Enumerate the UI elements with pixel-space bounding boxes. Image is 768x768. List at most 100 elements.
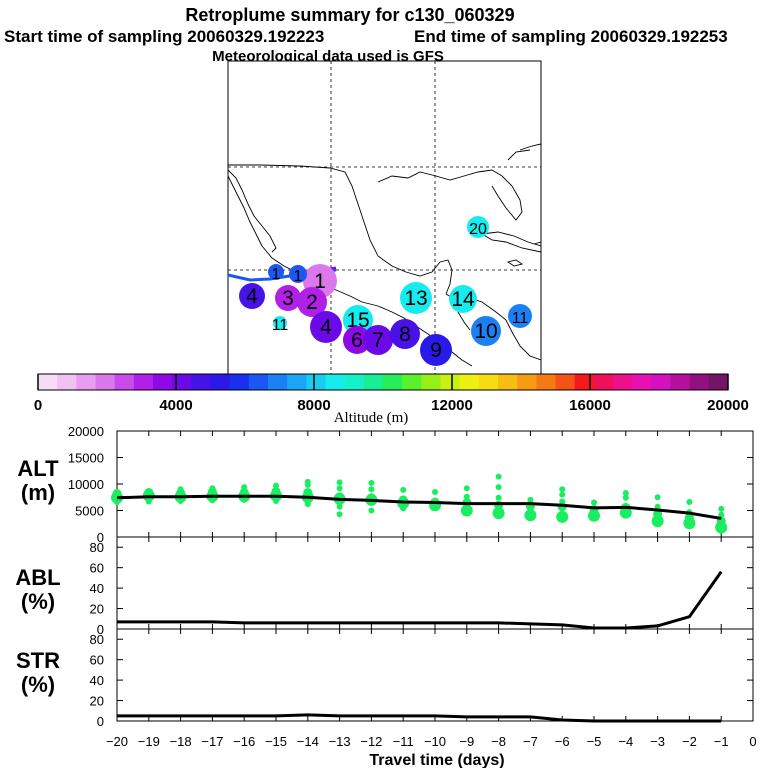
y-tick-label: 40: [90, 673, 104, 688]
panel-frame: [116, 536, 754, 630]
altitude-point: [304, 501, 311, 508]
altitude-point: [494, 500, 504, 510]
colorbar-cell: [613, 374, 633, 390]
colorbar-cell: [76, 374, 96, 390]
colorbar-cell: [689, 374, 710, 390]
colorbar-cell: [325, 374, 346, 390]
colorbar-cell: [536, 374, 556, 390]
altitude-point: [336, 511, 343, 518]
x-tick-label: −5: [587, 734, 602, 749]
altitude-point: [492, 507, 505, 520]
map-trajectory-marker: 4: [310, 311, 342, 343]
y-tick-label: 40: [90, 581, 104, 596]
colorbar-cell: [670, 374, 691, 390]
colorbar-cell: [459, 374, 480, 390]
altitude-point: [303, 487, 313, 497]
altitude-point: [145, 498, 152, 505]
altitude-point: [588, 509, 600, 522]
x-tick-label: −9: [459, 734, 474, 749]
marker-dot: [467, 216, 489, 238]
altitude-point: [273, 482, 279, 489]
colorbar-cell: [363, 374, 384, 390]
end-time-label: End time of sampling 20060329.192253: [414, 27, 728, 46]
x-tick-label: −14: [297, 734, 319, 749]
altitude-point: [114, 499, 120, 506]
abl-panel: 0 20 40 60 80: [90, 536, 754, 637]
altitude-point: [559, 486, 566, 493]
y-tick-label: 10000: [68, 477, 104, 492]
marker-dot: [390, 319, 420, 349]
altitude-point: [400, 486, 407, 493]
map-trajectory-marker: 14: [449, 285, 477, 313]
x-tick-label: −8: [491, 734, 506, 749]
map-trajectory-marker: 4: [239, 283, 265, 309]
y-tick-label: 0: [97, 714, 104, 729]
altitude-point: [715, 521, 728, 534]
colorbar-cell: [172, 374, 192, 390]
marker-dot: [508, 304, 532, 328]
marker-day-label: 13: [404, 287, 427, 310]
altitude-point: [432, 504, 438, 511]
altitude-point: [304, 478, 311, 485]
y-tick-label: 80: [90, 540, 104, 555]
marker-day-label: 3: [282, 287, 294, 310]
marker-day-label: 1: [272, 266, 281, 283]
marker-day-label: 4: [320, 316, 332, 339]
altitude-point: [718, 511, 725, 518]
abl-panel-label: ABL: [15, 565, 60, 590]
map-trajectory-marker: 11: [272, 316, 288, 334]
y-tick-label: 20: [90, 694, 104, 709]
marker-dot: [310, 311, 342, 343]
y-tick-label: 20000: [68, 424, 104, 439]
marker-day-label: 1: [314, 270, 326, 293]
marker-dot: [275, 285, 301, 311]
altitude-point: [622, 494, 629, 501]
altitude-point: [241, 484, 248, 491]
map-trajectory-marker: 20: [467, 216, 489, 238]
altitude-point: [654, 503, 661, 510]
marker-day-label: 11: [512, 310, 529, 327]
map-trajectory-marker: 1: [268, 264, 284, 283]
colorbar-cell: [632, 374, 652, 390]
altitude-point: [495, 473, 502, 480]
colorbar-cell: [344, 374, 365, 390]
abl-panel-unit: (%): [21, 589, 55, 614]
marker-dot: [400, 282, 432, 314]
colorbar-cell: [498, 374, 518, 390]
x-tick-label: −16: [233, 734, 255, 749]
marker-day-label: 10: [474, 320, 497, 343]
marker-day-label: 9: [430, 339, 442, 362]
altitude-point: [368, 486, 375, 493]
marker-dot: [289, 265, 307, 283]
map-trajectory-marker: 3: [275, 285, 301, 311]
x-tick-label: −1: [714, 734, 729, 749]
map-trajectory-marker: 11: [508, 304, 532, 328]
x-tick-label: −12: [360, 734, 382, 749]
alt-panel-label: ALT: [17, 456, 59, 481]
marker-day-label: 20: [469, 221, 487, 238]
altitude-point: [271, 486, 281, 496]
colorbar-tick-label: 4000: [159, 397, 192, 414]
altitude-point: [177, 497, 184, 504]
altitude-point: [273, 497, 279, 504]
colorbar-cell: [383, 374, 403, 390]
colorbar-cell: [421, 374, 441, 390]
alt-panel: 0 5000 10000 15000 20000: [68, 424, 754, 545]
colorbar-tick-label: 20000: [707, 397, 749, 414]
marker-dot: [343, 305, 373, 335]
colorbar-cell: [440, 374, 461, 390]
altitude-median-line: [116, 494, 722, 520]
altitude-point: [209, 497, 216, 504]
marker-dot: [420, 334, 452, 366]
marker-day-label: 2: [306, 291, 318, 314]
map-trajectory-marker: 8: [390, 319, 420, 349]
colorbar-cell: [95, 374, 116, 390]
colorbar-cell: [651, 374, 671, 390]
altitude-point: [527, 496, 534, 503]
colorbar-tick-label: 12000: [431, 397, 473, 414]
y-tick-label: 5000: [75, 504, 104, 519]
colorbar-cell: [517, 374, 537, 390]
marker-dot: [297, 287, 327, 317]
x-tick-label: −11: [393, 734, 414, 749]
